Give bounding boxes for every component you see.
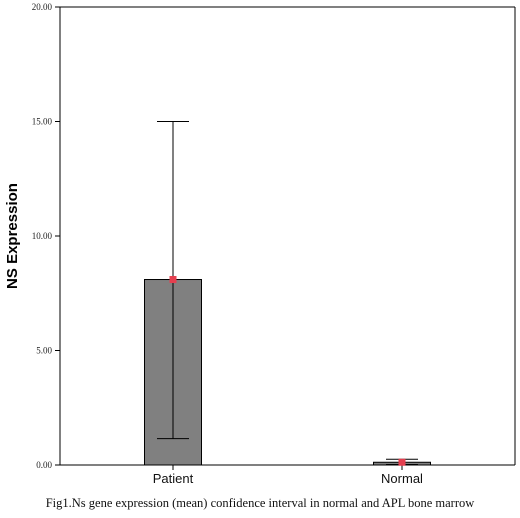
y-tick-label: 20.00 <box>32 2 53 12</box>
bars-group <box>144 279 431 466</box>
labels-group: 0.00 5.00 10.00 15.00 20.00 NS Expression Pati… <box>4 2 423 486</box>
figure-caption: Fig1.Ns gene expression (mean) confidenc… <box>45 496 475 510</box>
y-tick-label: 15.00 <box>32 117 53 127</box>
mean-marker-normal <box>398 458 406 466</box>
x-tick-label-normal: Normal <box>381 471 423 486</box>
mean-markers-group <box>169 276 406 466</box>
y-tick-label: 0.00 <box>36 460 52 470</box>
y-tick-label: 10.00 <box>32 231 53 241</box>
y-axis-title: NS Expression <box>4 183 21 289</box>
x-tick-label-patient: Patient <box>153 471 194 486</box>
mean-marker-patient <box>169 276 177 284</box>
y-tick-label: 5.00 <box>36 346 52 356</box>
axes <box>55 6 516 470</box>
